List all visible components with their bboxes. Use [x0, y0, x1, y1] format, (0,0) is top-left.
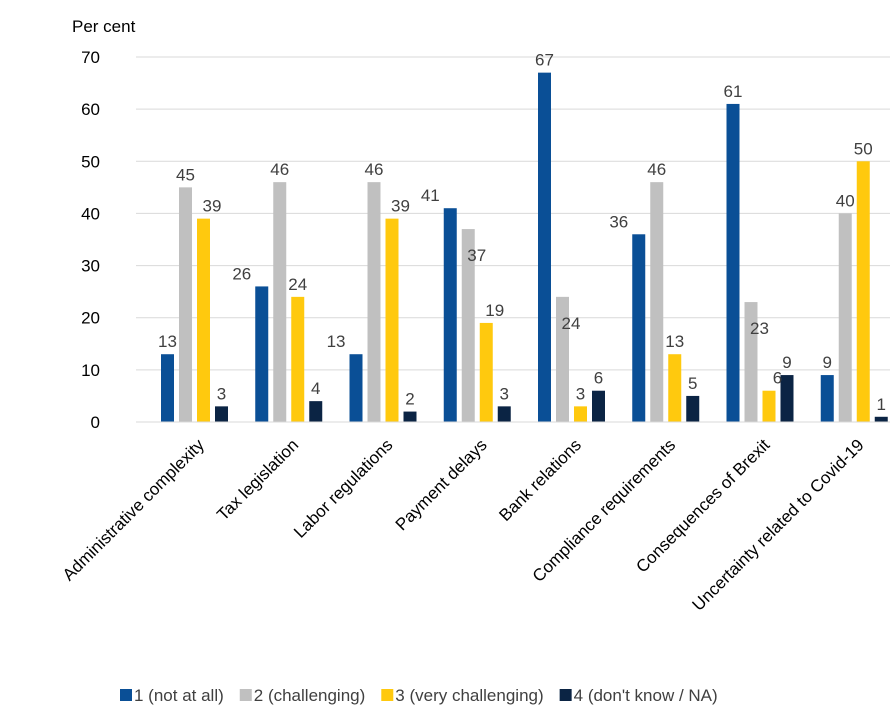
bar — [349, 354, 363, 422]
bar — [197, 218, 210, 422]
y-tick-label: 10 — [81, 361, 100, 380]
data-label: 24 — [288, 275, 307, 294]
data-label: 3 — [576, 384, 585, 403]
bar — [161, 354, 174, 422]
data-label: 26 — [232, 264, 251, 283]
data-label: 45 — [176, 165, 195, 184]
data-label: 39 — [391, 197, 410, 216]
category-label: Uncertainty related to Covid-19 — [689, 435, 868, 614]
category-label: Labor regulations — [290, 435, 396, 541]
bar — [650, 182, 664, 422]
bar — [385, 218, 399, 422]
y-tick-label: 0 — [91, 413, 100, 432]
bar — [668, 354, 682, 422]
data-label: 9 — [782, 353, 791, 372]
data-label: 1 — [877, 395, 886, 414]
data-label: 2 — [405, 390, 414, 409]
data-label: 9 — [823, 353, 832, 372]
data-label: 46 — [647, 160, 666, 179]
data-label: 61 — [724, 82, 743, 101]
bar — [461, 229, 475, 422]
bar — [403, 411, 417, 422]
bar — [273, 182, 287, 422]
data-label: 6 — [773, 369, 782, 388]
legend-swatch — [239, 689, 252, 701]
bars — [161, 72, 888, 423]
legend-label: 4 (don't know / NA) — [574, 686, 718, 705]
data-label: 40 — [836, 191, 855, 210]
data-label: 13 — [665, 332, 684, 351]
category-label: Administrative complexity — [59, 435, 208, 584]
legend-swatch — [120, 689, 132, 701]
y-tick-label: 60 — [81, 100, 100, 119]
data-label: 39 — [203, 197, 222, 216]
category-label: Tax legislation — [213, 435, 302, 524]
category-label: Payment delays — [392, 435, 491, 534]
bar — [780, 375, 794, 422]
legend-swatch — [559, 689, 572, 701]
bar — [592, 390, 605, 422]
data-label: 36 — [609, 212, 628, 231]
bar — [686, 395, 700, 422]
data-label: 23 — [750, 319, 769, 338]
y-axis-tick-labels: 0 10 20 30 40 50 60 70 — [81, 48, 100, 432]
bar — [443, 208, 457, 422]
bar — [632, 234, 646, 422]
data-label: 4 — [311, 379, 320, 398]
data-label: 5 — [688, 374, 697, 393]
bar — [744, 302, 758, 422]
y-tick-label: 40 — [81, 204, 100, 223]
legend-label: 1 (not at all) — [134, 686, 224, 705]
bar — [367, 182, 381, 422]
bar — [838, 213, 852, 422]
bar — [479, 322, 493, 422]
data-label: 6 — [594, 369, 603, 388]
legend: 1 (not at all) 2 (challenging) 3 (very cha… — [120, 686, 718, 705]
bar — [538, 72, 551, 423]
bar — [726, 103, 740, 422]
legend-label: 3 (very challenging) — [395, 686, 543, 705]
data-label: 41 — [421, 186, 440, 205]
bar — [309, 401, 323, 422]
bar — [574, 406, 587, 422]
bar — [874, 416, 888, 422]
y-axis-unit-label: Per cent — [72, 17, 136, 36]
data-label: 37 — [467, 246, 486, 265]
y-tick-label: 30 — [81, 257, 100, 276]
legend-label: 2 (challenging) — [254, 686, 366, 705]
y-tick-label: 20 — [81, 309, 100, 328]
data-label: 24 — [562, 314, 581, 333]
data-label: 50 — [854, 139, 873, 158]
y-tick-label: 70 — [81, 48, 100, 67]
bar — [820, 375, 834, 422]
data-label: 19 — [485, 301, 504, 320]
bar — [497, 406, 511, 422]
data-label: 46 — [270, 160, 289, 179]
bar — [856, 161, 870, 423]
bar — [179, 187, 192, 422]
data-label: 46 — [365, 160, 384, 179]
data-label: 67 — [535, 51, 554, 70]
data-label: 13 — [327, 332, 346, 351]
bar — [556, 296, 569, 422]
data-label: 3 — [500, 384, 509, 403]
bar — [255, 286, 269, 422]
data-label: 13 — [158, 332, 177, 351]
bar — [291, 296, 305, 422]
category-labels: Administrative complexity Tax legislation… — [59, 435, 868, 614]
gridlines — [136, 56, 890, 371]
category-label: Bank relations — [495, 435, 585, 525]
bar — [762, 390, 776, 422]
y-tick-label: 50 — [81, 152, 100, 171]
data-label: 3 — [217, 384, 226, 403]
legend-swatch — [381, 689, 394, 701]
bar — [215, 406, 228, 422]
